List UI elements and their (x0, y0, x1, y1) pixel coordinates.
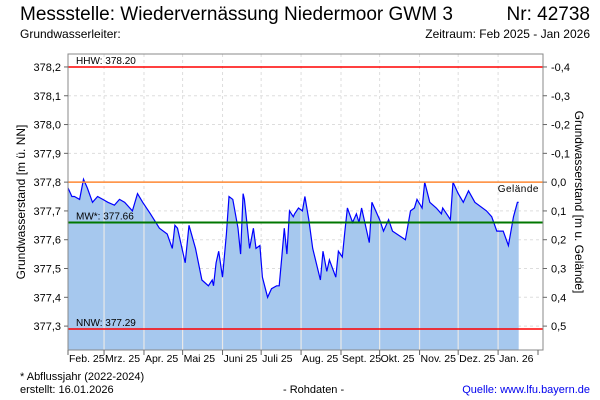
created-date: erstellt: 16.01.2026 (20, 384, 114, 396)
y-tick-label: 377,7 (33, 206, 61, 218)
ground-label: Gelände (498, 184, 539, 195)
y-tick-label-right: 0,1 (551, 206, 566, 218)
chart-title: Messstelle: Wiedervernässung Niedermoor … (20, 4, 453, 25)
month-label: Dez. 25 (459, 353, 495, 365)
y-tick-label-right: -0,3 (551, 91, 570, 103)
y-tick-label: 378,2 (33, 62, 61, 74)
y-tick-label: 377,6 (33, 235, 61, 247)
period-label: Zeitraum: Feb 2025 - Jan 2026 (425, 27, 590, 41)
y-tick-label-right: -0,1 (551, 148, 570, 160)
month-label: Mai 25 (184, 353, 216, 365)
rawdata-label: - Rohdaten - (283, 384, 345, 396)
area-fill (68, 179, 519, 350)
month-label: Mrz. 25 (105, 353, 140, 365)
y-tick-label: 377,4 (33, 292, 61, 304)
month-label: Nov. 25 (421, 353, 457, 365)
month-label: Juli 25 (262, 353, 293, 365)
mw-label: MW*: 377.66 (76, 211, 134, 222)
y-tick-label-right: 0,5 (551, 321, 566, 333)
data-line (67, 177, 519, 300)
y-tick-label-right: 0,3 (551, 264, 566, 276)
y-tick-label-right: -0,2 (551, 120, 570, 132)
y-tick-label: 377,8 (33, 177, 61, 189)
y-tick-label: 377,9 (33, 148, 61, 160)
source-link[interactable]: Quelle: www.lfu.bayern.de (462, 384, 590, 396)
footnote: * Abflussjahr (2022-2024) (20, 371, 145, 383)
y-tick-label-right: 0,2 (551, 235, 566, 247)
aquifer-label: Grundwasserleiter: (20, 27, 121, 41)
nnw-label: NNW: 377.29 (76, 318, 136, 329)
month-label: Okt. 25 (381, 353, 415, 365)
y-axis-label: Grundwasserstand [m ü. NN] (14, 125, 28, 280)
y-tick-label: 378,1 (33, 91, 61, 103)
month-label: Feb. 25 (69, 353, 105, 365)
y-tick-label: 378,0 (33, 120, 61, 132)
y-tick-label-right: -0,4 (551, 62, 570, 74)
plot-frame (67, 53, 544, 351)
month-label: Juni 25 (224, 353, 258, 365)
month-label: Jan. 26 (499, 353, 534, 365)
y-tick-label: 377,3 (33, 321, 61, 333)
station-number: Nr: 42738 (506, 4, 590, 25)
month-label: Sept. 25 (342, 353, 381, 365)
y-tick-label: 377,5 (33, 264, 61, 276)
y-tick-label-right: 0,4 (551, 292, 566, 304)
y-axis-label-right: Grundwasserstand [m u. Gelände] (572, 111, 586, 294)
month-label: Apr. 25 (145, 353, 178, 365)
y-tick-label-right: 0,0 (551, 177, 566, 189)
hhw-label: HHW: 378.20 (76, 56, 136, 67)
month-label: Aug. 25 (302, 353, 338, 365)
